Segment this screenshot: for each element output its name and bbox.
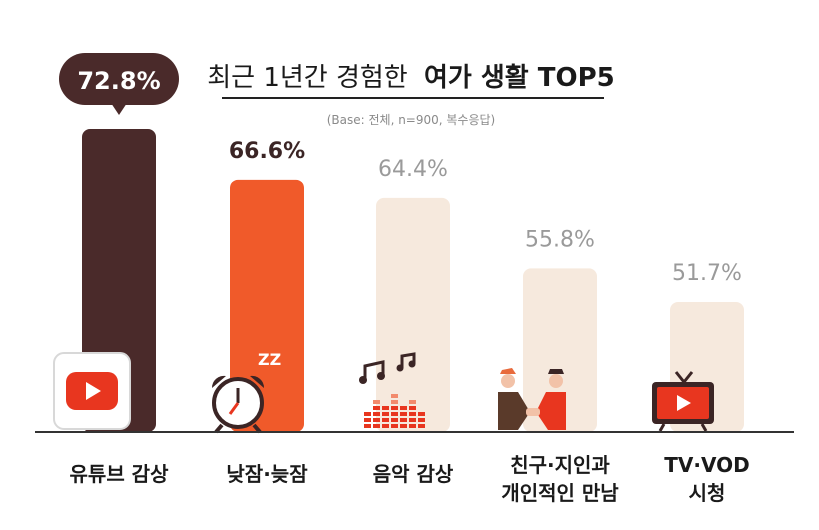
value-label-4: 55.8%: [525, 227, 595, 252]
category-label-3: 음악 감상: [373, 462, 454, 486]
bar-2: [230, 179, 304, 432]
handshake-icon: [498, 368, 566, 430]
music-equalizer-icon: [359, 352, 425, 428]
chart-title-prefix: 최근 1년간 경험한: [207, 63, 408, 93]
chart-title: 최근 1년간 경험한 여가 생활 TOP5: [207, 63, 615, 93]
category-label-2: 낮잠·늦잠: [226, 462, 308, 486]
category-label-5-line-1: TV·VOD: [664, 453, 749, 477]
value-label-1: 72.8%: [77, 67, 160, 95]
value-label-3: 64.4%: [378, 157, 448, 182]
category-label-4-line-2: 개인적인 만남: [501, 481, 619, 505]
chart-title-emphasis: 여가 생활 TOP5: [424, 63, 615, 93]
bars-group: 72.8% 유튜브 감상 66.6% 낮잠·늦잠 64.4% 음악 감상 55.8% 친구·지…: [53, 52, 750, 505]
bar-3: [376, 197, 450, 432]
youtube-icon: [53, 352, 131, 430]
category-label-5-line-2: 시청: [689, 481, 726, 505]
tv-play-icon: [652, 371, 714, 432]
value-label-5: 51.7%: [672, 261, 742, 286]
bar-4: [523, 268, 597, 432]
value-bubble-tail: [111, 102, 127, 115]
svg-text:ZZ: ZZ: [258, 350, 281, 369]
value-bubble-body: [59, 52, 179, 105]
value-bubble: 72.8%: [59, 52, 179, 115]
category-label-1: 유튜브 감상: [70, 462, 170, 486]
value-label-2: 66.6%: [229, 139, 305, 164]
chart-subtitle: (Base: 전체, n=900, 복수응답): [327, 113, 496, 127]
category-label-4-line-1: 친구·지인과: [510, 453, 610, 477]
alarm-clock-icon: ZZ: [211, 350, 281, 434]
